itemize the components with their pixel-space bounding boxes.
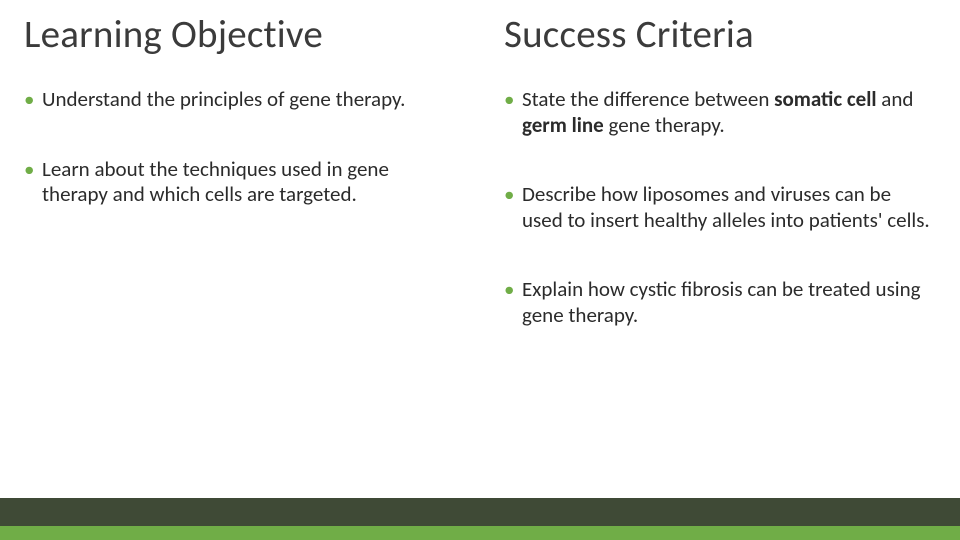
right-heading: Success Criteria (504, 14, 936, 57)
slide-content: Learning Objective Understand the princi… (0, 0, 960, 498)
footer-bar-green (0, 526, 960, 540)
list-item: State the difference between somatic cel… (504, 87, 936, 138)
bullet-text-part: and (877, 86, 914, 112)
right-bullet-list: State the difference between somatic cel… (504, 87, 936, 329)
bullet-text: Understand the principles of gene therap… (42, 86, 405, 112)
bullet-text: Learn about the techniques used in gene … (42, 156, 389, 208)
slide-footer (0, 498, 960, 540)
bullet-text-part: gene therapy. (604, 112, 725, 138)
list-item: Learn about the techniques used in gene … (24, 157, 456, 208)
bullet-text-part: State the difference between (522, 86, 774, 112)
list-item: Explain how cystic fibrosis can be treat… (504, 277, 936, 328)
footer-bar-dark (0, 498, 960, 526)
bullet-text-part: Explain how cystic fibrosis can be treat… (522, 276, 921, 328)
left-bullet-list: Understand the principles of gene therap… (24, 87, 456, 208)
bullet-text-part: Describe how liposomes and viruses can b… (522, 181, 930, 233)
bullet-text-bold: somatic cell (774, 86, 876, 112)
bullet-text-bold: germ line (522, 112, 604, 138)
left-heading: Learning Objective (24, 14, 456, 57)
list-item: Describe how liposomes and viruses can b… (504, 182, 936, 233)
right-column: Success Criteria State the difference be… (504, 14, 936, 498)
list-item: Understand the principles of gene therap… (24, 87, 456, 113)
left-column: Learning Objective Understand the princi… (24, 14, 456, 498)
